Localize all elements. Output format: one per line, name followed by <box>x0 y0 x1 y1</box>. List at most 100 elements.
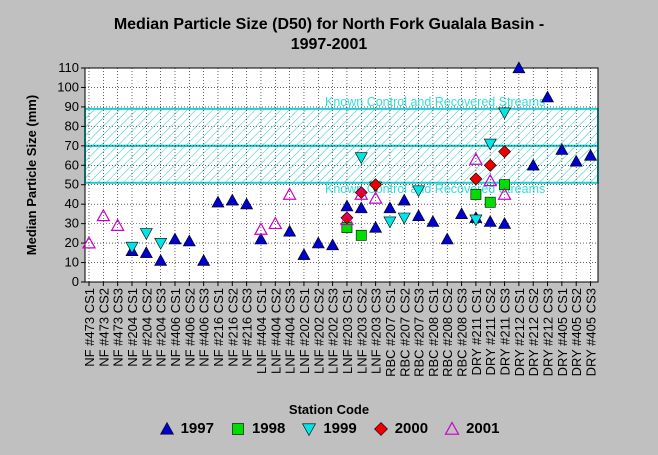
x-tick-label: NF #216 CS2 <box>225 288 240 367</box>
data-point-1999 <box>383 216 397 229</box>
data-point-1999 <box>154 237 168 250</box>
legend-label: 1997 <box>180 420 214 437</box>
data-point-1997 <box>225 193 239 206</box>
data-point-2000 <box>469 172 483 186</box>
legend: 1997 1998 1999 2000 2001 <box>0 420 658 437</box>
data-point-2001 <box>339 212 354 226</box>
x-tick-label: LNF #202 CS2 <box>311 288 326 374</box>
data-point-1997 <box>584 148 598 161</box>
data-point-1999 <box>483 138 497 151</box>
data-point-1997 <box>526 158 540 171</box>
data-point-2001 <box>483 173 498 187</box>
data-point-2001 <box>268 216 283 230</box>
x-tick-label: NF #406 CS1 <box>168 288 183 367</box>
x-tick-label: DRY #212 CS1 <box>512 288 527 376</box>
x-tick-label: RBC #208 CS3 <box>455 288 470 377</box>
x-tick-label: RBC #208 CS1 <box>426 288 441 377</box>
x-axis-label: Station Code <box>288 402 370 417</box>
legend-marker <box>373 421 388 436</box>
data-point-1997 <box>182 234 196 247</box>
x-tick-label: LNF #202 CS1 <box>297 288 312 374</box>
data-point-2001 <box>468 152 483 165</box>
y-axis-label: Median Particle Size (mm) <box>24 95 39 255</box>
data-point-2001 <box>497 187 512 200</box>
data-point-1999 <box>498 107 512 120</box>
legend-marker <box>159 421 174 434</box>
data-point-2001 <box>253 222 268 235</box>
data-point-1997 <box>154 253 168 266</box>
x-tick-label: DRY #212 CS3 <box>541 288 556 376</box>
x-tick-label: DRY #405 CS3 <box>584 288 599 376</box>
x-tick-label: RBC #207 CS1 <box>383 288 398 377</box>
data-point-1999 <box>125 241 139 254</box>
data-point-1997 <box>569 154 583 167</box>
data-point-1998 <box>470 189 482 200</box>
legend-label: 2001 <box>466 420 500 437</box>
data-point-2000 <box>354 186 368 199</box>
legend-label: 2000 <box>394 420 429 437</box>
x-tick-label: DRY #405 CS2 <box>569 288 584 376</box>
x-tick-label: NF #204 CS3 <box>154 288 169 367</box>
data-point-1997 <box>211 195 225 208</box>
data-point-1997 <box>139 246 153 258</box>
data-point-1999 <box>139 228 153 240</box>
x-tick-label: LNF #404 CS3 <box>283 288 298 374</box>
data-point-2001 <box>110 218 125 231</box>
x-tick-label: LNF #203 CS1 <box>340 288 355 374</box>
data-point-1997 <box>311 236 325 249</box>
plot-border <box>84 67 599 283</box>
data-point-2000 <box>369 178 383 192</box>
x-tick-label: LNF #202 CS3 <box>326 288 341 374</box>
data-point-1999 <box>469 214 483 227</box>
data-point-2001 <box>96 208 111 222</box>
data-point-2001 <box>81 235 97 249</box>
data-point-2000 <box>340 211 354 225</box>
data-point-1999 <box>397 212 411 225</box>
y-tick-label: 100 <box>57 79 79 94</box>
chart-subtitle: 1997-2001 <box>290 36 368 53</box>
x-tick-label: NF #204 CS1 <box>125 288 140 367</box>
x-tick-label: DRY #211 CS2 <box>483 288 498 375</box>
data-point-2001 <box>368 191 383 204</box>
data-point-1997 <box>483 215 497 227</box>
legend-marker <box>232 422 244 435</box>
data-point-1997 <box>512 61 526 74</box>
data-point-1998 <box>499 179 510 191</box>
x-tick-label: RBC #207 CS2 <box>397 288 412 377</box>
x-tick-label: DRY #212 CS2 <box>526 288 541 376</box>
x-tick-label: RBC #207 CS3 <box>412 288 427 377</box>
data-point-1999 <box>354 152 368 165</box>
x-tick-label: NF #406 CS3 <box>197 288 212 367</box>
data-point-1999 <box>412 185 426 198</box>
data-point-1997 <box>240 197 254 210</box>
y-tick-label: 60 <box>65 157 79 172</box>
legend-label: 1999 <box>323 420 357 437</box>
data-point-1997 <box>498 217 512 229</box>
x-tick-label: RBC #208 CS2 <box>440 288 455 377</box>
data-point-1997 <box>397 193 411 206</box>
data-point-1997 <box>369 220 383 233</box>
y-tick-label: 40 <box>65 196 79 211</box>
chart-title: Median Particle Size (D50) for North For… <box>113 16 545 33</box>
x-tick-label: NF #204 CS2 <box>139 288 154 367</box>
x-tick-label: LNF #203 CS2 <box>354 288 369 374</box>
x-tick-label: NF #473 CS2 <box>96 288 111 367</box>
data-point-1997 <box>383 201 397 214</box>
x-tick-label: DRY #405 CS1 <box>555 288 570 376</box>
x-tick-label: NF #406 CS2 <box>182 288 197 367</box>
y-tick-label: 0 <box>72 274 79 289</box>
band-label: Known Control and Recovered Streams <box>325 95 545 109</box>
y-tick-label: 80 <box>65 118 79 133</box>
data-point-1997 <box>326 238 340 251</box>
data-point-2001 <box>354 187 369 200</box>
data-point-1997 <box>283 224 297 237</box>
y-tick-label: 20 <box>65 235 79 250</box>
data-point-1997 <box>340 199 354 212</box>
data-point-1997 <box>254 232 268 245</box>
legend-item-1999: 1999 <box>301 420 357 437</box>
y-tick-label: 90 <box>65 99 79 114</box>
data-point-1997 <box>555 143 569 155</box>
data-point-1997 <box>168 232 182 245</box>
legend-marker <box>302 422 317 436</box>
